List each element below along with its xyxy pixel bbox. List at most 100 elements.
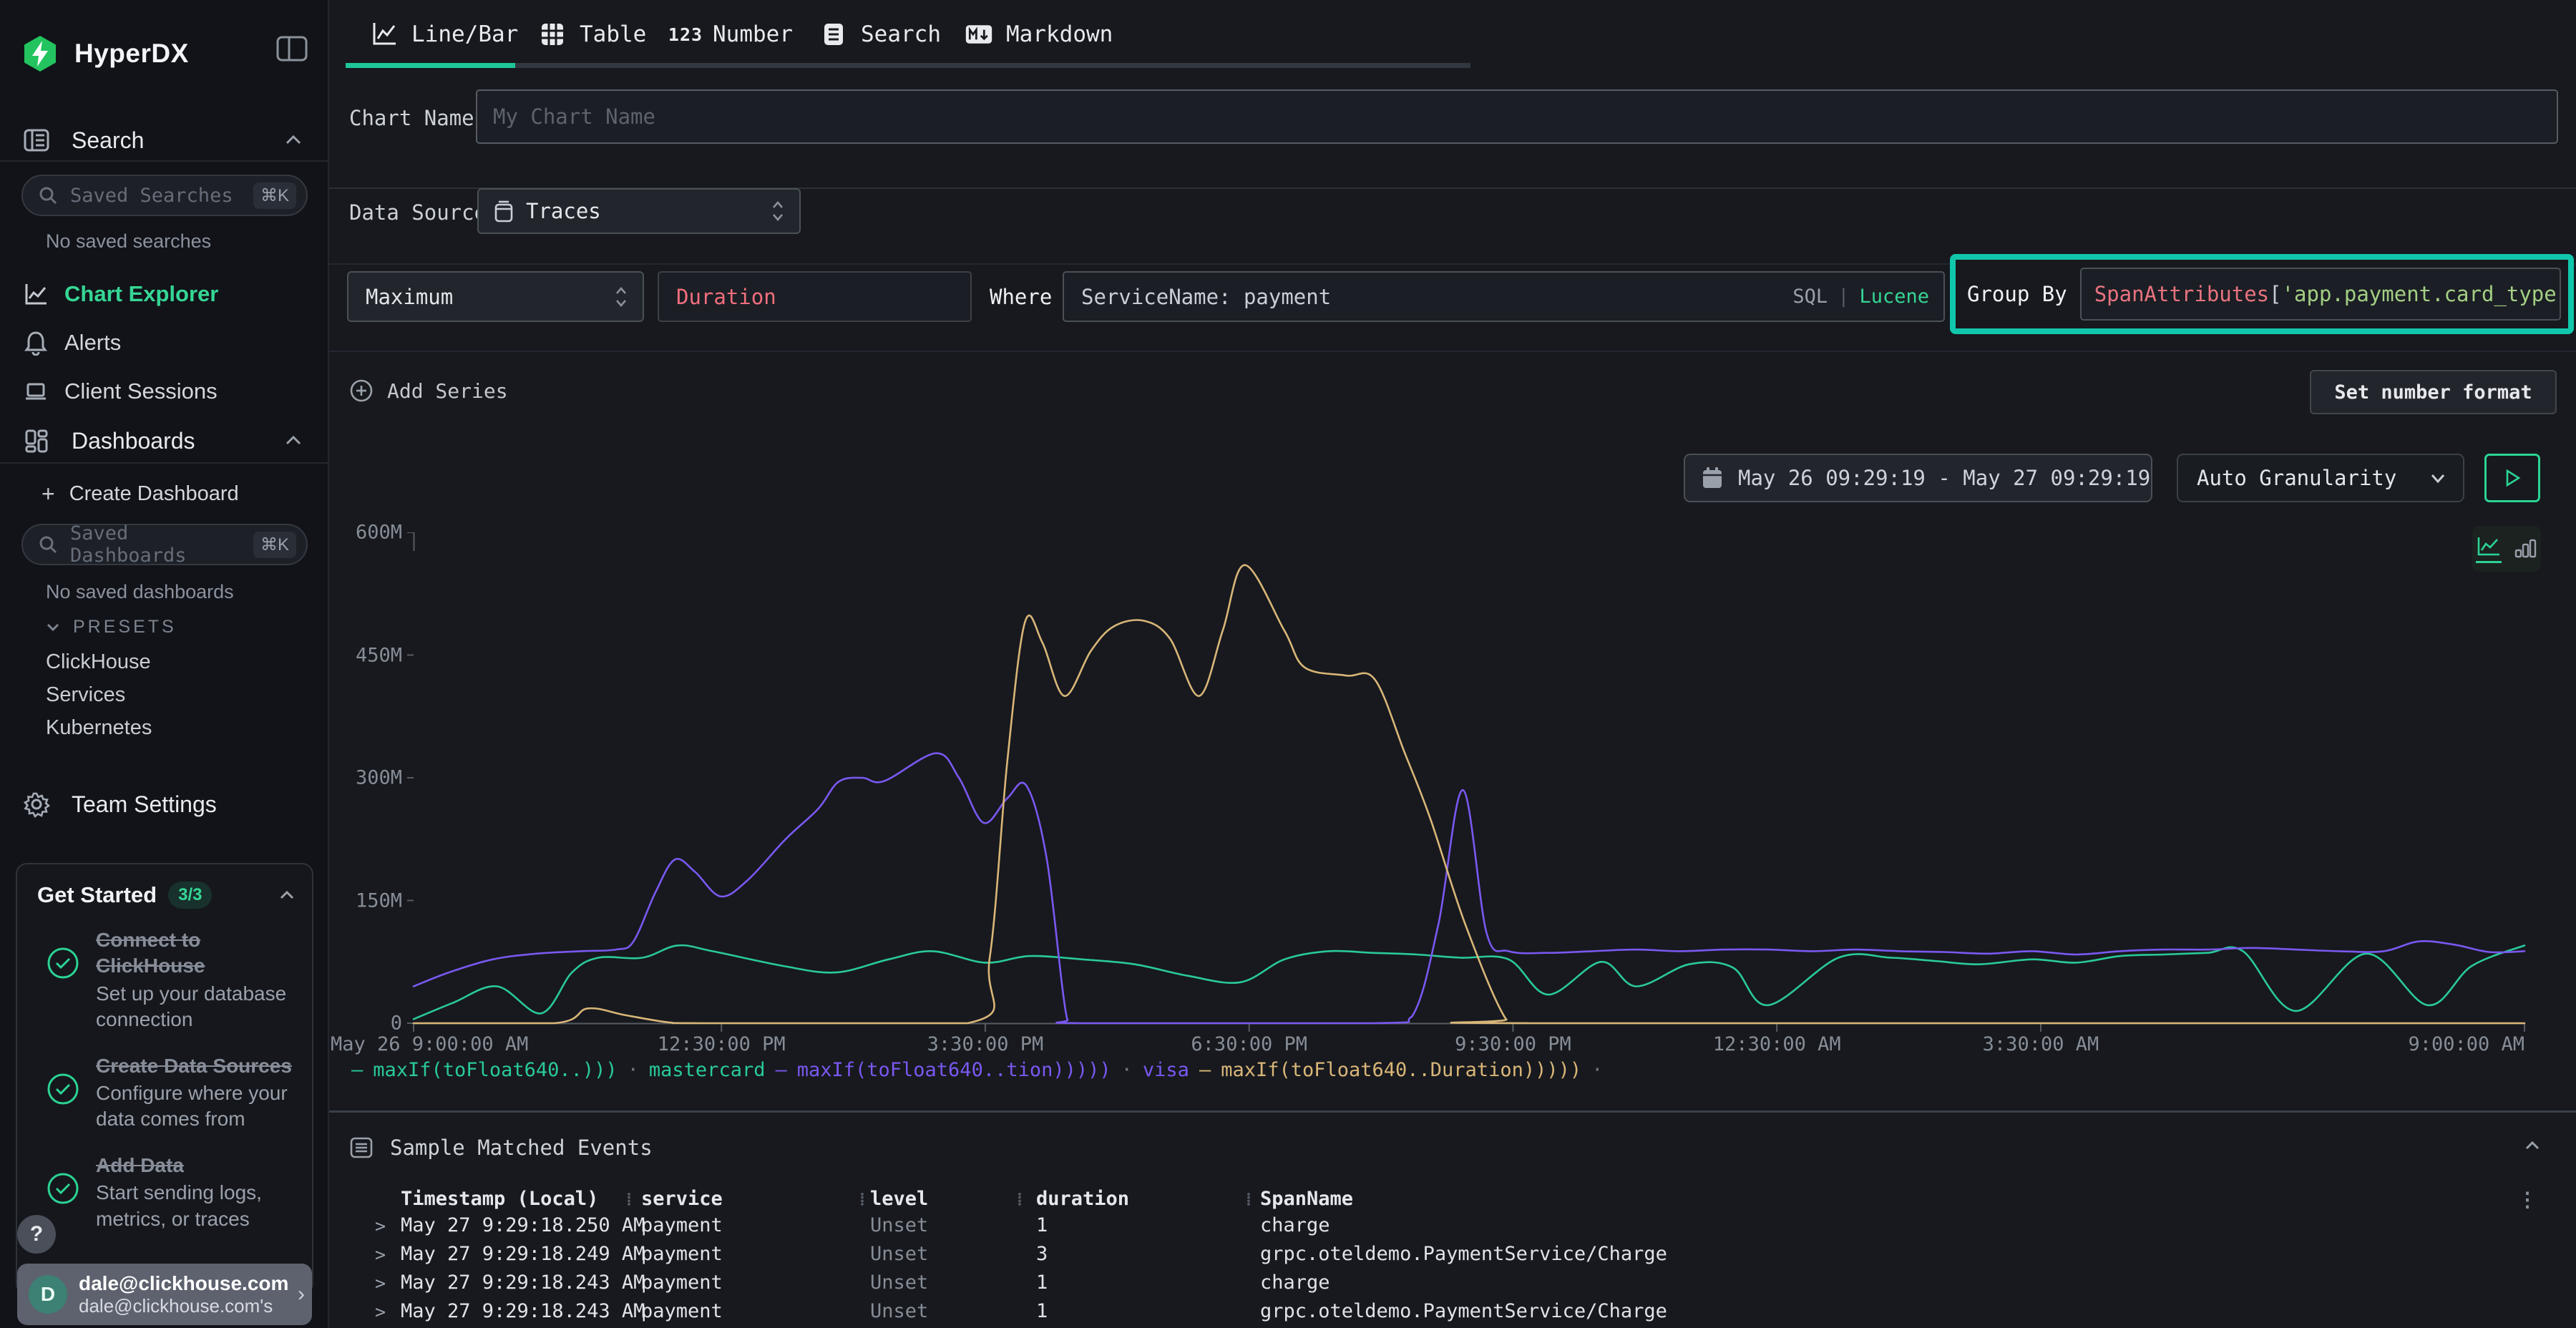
legend-separator: · xyxy=(1591,1059,1603,1081)
add-series-button[interactable]: Add Series xyxy=(348,374,508,408)
divider xyxy=(0,462,329,464)
group-by-label: Group By xyxy=(1967,282,2067,306)
chevron-down-icon xyxy=(44,618,62,635)
tab-number[interactable]: 123Number xyxy=(671,17,793,52)
legend-series-label[interactable]: maxIf(toFloat640..tion))))) xyxy=(797,1059,1111,1081)
presets-toggle[interactable]: PRESETS xyxy=(44,614,177,640)
row-expand-icon[interactable]: > xyxy=(375,1216,386,1236)
get-started-header[interactable]: Get Started 3/3 xyxy=(17,864,312,913)
x-tick-label: 12:30:00 PM xyxy=(658,1033,786,1055)
run-query-button[interactable] xyxy=(2484,454,2540,502)
column-resize-handle[interactable]: ⁞ xyxy=(859,1189,865,1210)
legend-series-label[interactable]: maxIf(toFloat640..))) xyxy=(373,1059,617,1081)
get-started-card: Get Started 3/3 Connect to ClickHouseSet… xyxy=(16,863,313,1295)
sidebar-preset-services[interactable]: Services xyxy=(46,680,125,710)
data-source-select[interactable]: Traces xyxy=(477,188,801,234)
search-section-label: Search xyxy=(72,127,144,154)
sidebar-section-search[interactable]: Search xyxy=(0,120,329,160)
table-menu-icon[interactable]: ⋮ xyxy=(2517,1188,2537,1211)
column-header-level[interactable]: level xyxy=(870,1188,928,1210)
create-dashboard-button[interactable]: + Create Dashboard xyxy=(42,478,239,509)
sql-option[interactable]: SQL xyxy=(1792,285,1828,308)
cell-duration: 3 xyxy=(1036,1243,1048,1265)
query-language-toggle[interactable]: SQL | Lucene xyxy=(1792,285,1929,308)
legend-group-label[interactable]: visa xyxy=(1143,1059,1189,1081)
legend-group-label[interactable]: mastercard xyxy=(649,1059,766,1081)
sidebar-preset-kubernetes[interactable]: Kubernetes xyxy=(46,713,152,743)
search-section-icon xyxy=(23,127,50,154)
group-by-input[interactable]: SpanAttributes['app.payment.card_type'] xyxy=(2080,268,2561,321)
sidebar-item-team-settings[interactable]: Team Settings xyxy=(0,784,329,824)
column-resize-handle[interactable]: ⁞ xyxy=(626,1189,632,1210)
sidebar-item-chart-explorer[interactable]: Chart Explorer xyxy=(0,275,329,313)
tab-table[interactable]: Table xyxy=(538,17,646,52)
markdown-icon xyxy=(965,20,993,49)
hyperdx-chart-explorer: HyperDX Search Saved Searches ⌘K No save… xyxy=(0,0,2576,1328)
sidebar-item-client-sessions[interactable]: Client Sessions xyxy=(0,372,329,411)
x-tick-label: 9:30:00 PM xyxy=(1455,1033,1571,1055)
date-range-picker[interactable]: May 26 09:29:19 - May 27 09:29:19 xyxy=(1684,454,2152,502)
granularity-select[interactable]: Auto Granularity xyxy=(2177,454,2464,502)
sidebar-section-dashboards[interactable]: Dashboards xyxy=(0,421,329,461)
row-expand-icon[interactable]: > xyxy=(375,1273,386,1294)
avatar: D xyxy=(29,1275,67,1314)
chart-name-label: Chart Name xyxy=(349,106,474,130)
saved-dashboards-input[interactable]: Saved Dashboards ⌘K xyxy=(21,524,308,565)
where-label: Where xyxy=(990,285,1052,309)
check-circle-icon xyxy=(46,946,80,980)
set-number-format-button[interactable]: Set number format xyxy=(2310,370,2557,414)
column-header-service[interactable]: service xyxy=(641,1188,723,1210)
sidebar-preset-clickhouse[interactable]: ClickHouse xyxy=(46,647,151,677)
field-input[interactable]: Duration xyxy=(658,271,972,322)
get-started-item[interactable]: Connect to ClickHouseSet up your databas… xyxy=(17,913,312,1039)
tab-line-bar[interactable]: Line/Bar xyxy=(370,17,518,52)
table-row[interactable]: >May 27 9:29:18.243 AMpaymentUnset1grpc.… xyxy=(329,1300,2576,1328)
get-started-item[interactable]: Add DataStart sending logs, metrics, or … xyxy=(17,1138,312,1238)
sidebar-item-label: Chart Explorer xyxy=(64,281,218,307)
row-expand-icon[interactable]: > xyxy=(375,1302,386,1322)
tab-search[interactable]: Search xyxy=(819,17,941,52)
tab-markdown[interactable]: Markdown xyxy=(965,17,1113,52)
legend-series-label[interactable]: maxIf(toFloat640..Duration))))) xyxy=(1221,1059,1581,1081)
group-by-highlight-annotation: Group By SpanAttributes['app.payment.car… xyxy=(1950,254,2574,334)
where-input[interactable]: ServiceName: payment SQL | Lucene xyxy=(1063,271,1945,322)
group-by-code-part: SpanAttributes xyxy=(2094,282,2269,306)
row-expand-icon[interactable]: > xyxy=(375,1244,386,1265)
user-menu[interactable]: D dale@clickhouse.com dale@clickhouse.co… xyxy=(17,1264,312,1325)
plus-icon: + xyxy=(42,481,55,507)
column-resize-handle[interactable]: ⁞ xyxy=(1017,1189,1023,1210)
timeseries-chart[interactable] xyxy=(406,532,2532,1033)
table-row[interactable]: >May 27 9:29:18.250 AMpaymentUnset1charg… xyxy=(329,1214,2576,1243)
granularity-value: Auto Granularity xyxy=(2197,466,2396,490)
table-row[interactable]: >May 27 9:29:18.243 AMpaymentUnset1charg… xyxy=(329,1271,2576,1300)
date-range-value: May 26 09:29:19 - May 27 09:29:19 xyxy=(1738,466,2150,490)
cell-timestamp-local-: May 27 9:29:18.243 AM xyxy=(401,1300,645,1322)
legend-dash: — xyxy=(775,1059,786,1081)
cell-spanname: charge xyxy=(1260,1271,1330,1294)
get-started-item[interactable]: Create Data SourcesConfigure where your … xyxy=(17,1039,312,1138)
column-header-spanname[interactable]: SpanName xyxy=(1260,1188,1353,1210)
field-value: Duration xyxy=(676,285,776,309)
cell-level: Unset xyxy=(870,1214,928,1236)
chart-type-tabbar: Line/Bar Table 123Number Search Markdown xyxy=(329,0,2576,69)
tab-label: Number xyxy=(713,21,793,47)
cell-spanname: grpc.oteldemo.PaymentService/Charge xyxy=(1260,1243,1667,1265)
sidebar-collapse-icon[interactable] xyxy=(276,34,308,63)
column-resize-handle[interactable]: ⁞ xyxy=(1246,1189,1252,1210)
column-header-duration[interactable]: duration xyxy=(1036,1188,1129,1210)
saved-searches-input[interactable]: Saved Searches ⌘K xyxy=(21,175,308,216)
cell-timestamp-local-: May 27 9:29:18.249 AM xyxy=(401,1243,645,1265)
lucene-option[interactable]: Lucene xyxy=(1859,285,1929,308)
sidebar-item-alerts[interactable]: Alerts xyxy=(0,323,329,362)
table-row[interactable]: >May 27 9:29:18.249 AMpaymentUnset3grpc.… xyxy=(329,1243,2576,1271)
chevron-up-icon[interactable] xyxy=(2523,1136,2542,1155)
help-button[interactable]: ? xyxy=(17,1215,56,1254)
dashboards-icon xyxy=(23,427,50,454)
get-started-item-texts: Connect to ClickHouseSet up your databas… xyxy=(96,927,299,1033)
column-header-timestamp-local-[interactable]: Timestamp (Local) xyxy=(401,1188,598,1210)
sample-events-header[interactable]: Sample Matched Events xyxy=(329,1128,2576,1168)
add-series-label: Add Series xyxy=(387,379,508,403)
aggregation-select[interactable]: Maximum xyxy=(347,271,644,322)
get-started-item-desc: Set up your database connection xyxy=(96,981,299,1033)
chart-name-input[interactable]: My Chart Name xyxy=(476,89,2558,144)
